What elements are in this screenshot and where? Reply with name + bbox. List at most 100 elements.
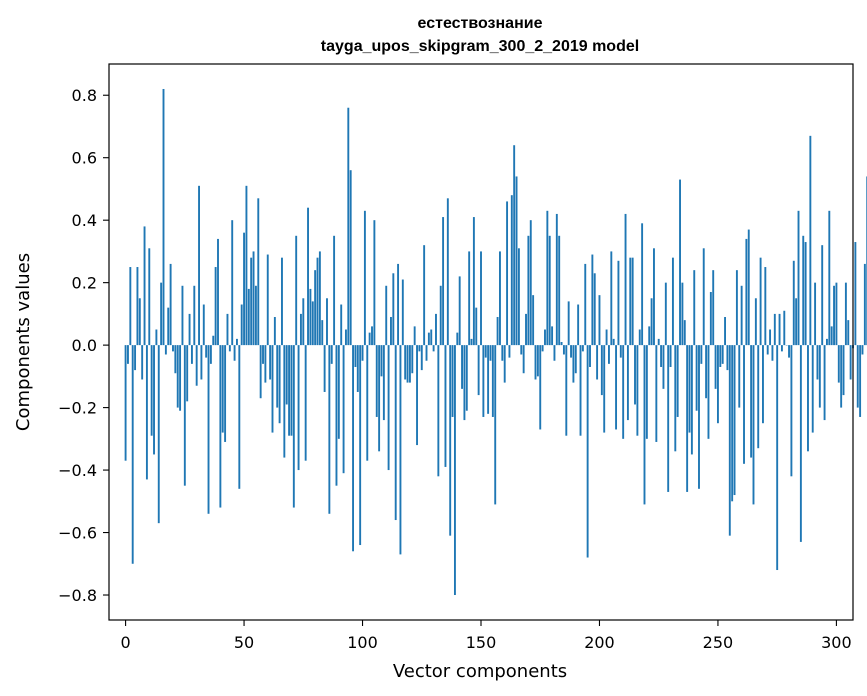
bar-component-170 <box>527 235 530 346</box>
bar-component-6 <box>138 298 141 346</box>
bar-component-78 <box>309 288 312 346</box>
bar-component-102 <box>366 345 369 461</box>
bar-component-57 <box>259 345 262 399</box>
bar-component-145 <box>468 251 471 346</box>
bar-component-213 <box>629 257 632 346</box>
bar-component-53 <box>250 257 253 346</box>
bar-component-240 <box>693 270 696 346</box>
bar-component-133 <box>439 285 442 346</box>
bar-component-156 <box>494 345 497 505</box>
y-axis-label: Components values <box>13 253 34 431</box>
bar-component-233 <box>676 345 679 417</box>
bar-component-43 <box>226 313 229 346</box>
bar-component-41 <box>221 345 224 433</box>
bar-component-200 <box>598 295 601 346</box>
bar-component-24 <box>181 285 184 346</box>
bar-component-265 <box>752 345 755 505</box>
y-tick-label: −0.2 <box>58 399 97 418</box>
bar-component-91 <box>340 304 343 346</box>
bar-component-249 <box>714 345 717 389</box>
bar-component-284 <box>797 210 800 346</box>
bar-component-146 <box>470 338 473 346</box>
bar-component-96 <box>352 345 354 552</box>
bar-component-282 <box>792 260 795 346</box>
bar-component-256 <box>731 345 734 502</box>
bar-component-47 <box>236 338 238 346</box>
bar-component-138 <box>451 345 454 417</box>
bar-component-118 <box>404 345 407 380</box>
chart-subtitle: tayga_upos_skipgram_300_2_2019 model <box>321 38 639 55</box>
bar-component-122 <box>413 326 416 346</box>
bar-component-136 <box>446 198 449 346</box>
bar-component-296 <box>825 338 828 346</box>
bar-component-285 <box>799 345 802 542</box>
y-tick-label: 0.2 <box>72 274 97 293</box>
bar-component-188 <box>570 345 572 358</box>
bar-component-69 <box>288 345 291 436</box>
bar-component-267 <box>757 345 760 449</box>
bar-component-195 <box>586 345 589 558</box>
bar-component-243 <box>700 345 703 364</box>
bar-component-35 <box>207 345 210 514</box>
bar-component-299 <box>833 285 835 346</box>
bar-component-277 <box>780 345 783 352</box>
bar-component-222 <box>650 298 653 346</box>
bar-component-306 <box>849 345 852 380</box>
bar-component-210 <box>622 345 625 439</box>
bar-component-135 <box>444 345 447 467</box>
bar-component-303 <box>842 345 845 396</box>
bar-component-301 <box>837 345 840 383</box>
bar-component-248 <box>712 270 715 346</box>
bar-component-201 <box>600 345 603 396</box>
bar-component-7 <box>141 345 144 380</box>
bar-component-8 <box>143 226 146 346</box>
bar-component-159 <box>501 345 504 361</box>
bar-component-242 <box>698 345 700 489</box>
bar-component-86 <box>328 345 331 514</box>
bar-component-167 <box>520 345 523 355</box>
bar-component-105 <box>373 220 376 346</box>
bar-component-266 <box>754 298 757 346</box>
bar-component-245 <box>705 345 708 399</box>
x-axis-ticks: 0 50 100 150 200 250 300 <box>120 620 852 652</box>
y-tick-label: −0.6 <box>58 524 97 543</box>
bar-component-76 <box>304 345 307 461</box>
bar-component-232 <box>674 345 677 452</box>
bar-component-109 <box>382 345 385 421</box>
y-tick-label: 0.0 <box>72 336 97 355</box>
bar-component-304 <box>844 282 847 346</box>
bar-component-31 <box>198 185 200 346</box>
bar-component-17 <box>164 345 167 355</box>
bar-component-274 <box>773 313 776 346</box>
bar-component-107 <box>378 345 381 452</box>
bar-component-93 <box>344 329 347 346</box>
bar-component-169 <box>525 313 527 346</box>
bar-component-36 <box>209 345 212 364</box>
bar-component-92 <box>342 345 345 474</box>
bar-component-46 <box>233 345 236 361</box>
bar-component-197 <box>591 254 594 346</box>
bar-component-150 <box>480 251 482 346</box>
bar-component-0 <box>124 345 127 461</box>
bar-component-23 <box>179 345 182 411</box>
bar-component-85 <box>326 298 328 346</box>
bar-component-3 <box>131 345 134 564</box>
y-tick-label: −0.8 <box>58 586 97 605</box>
bar-component-39 <box>217 238 219 346</box>
bar-component-40 <box>219 345 222 508</box>
bar-component-286 <box>802 235 805 346</box>
bar-component-209 <box>619 345 622 358</box>
bar-component-89 <box>335 345 338 486</box>
bar-component-128 <box>427 332 430 346</box>
bar-component-228 <box>664 282 667 346</box>
bar-component-62 <box>271 345 274 433</box>
bar-component-254 <box>726 345 729 371</box>
bar-component-182 <box>555 213 558 346</box>
x-tick-label: 50 <box>234 633 254 652</box>
bar-component-269 <box>762 345 764 424</box>
bar-component-181 <box>553 345 556 361</box>
bar-component-230 <box>669 345 672 367</box>
bar-component-29 <box>193 285 196 346</box>
bar-component-273 <box>771 345 774 361</box>
bar-component-236 <box>683 320 686 346</box>
